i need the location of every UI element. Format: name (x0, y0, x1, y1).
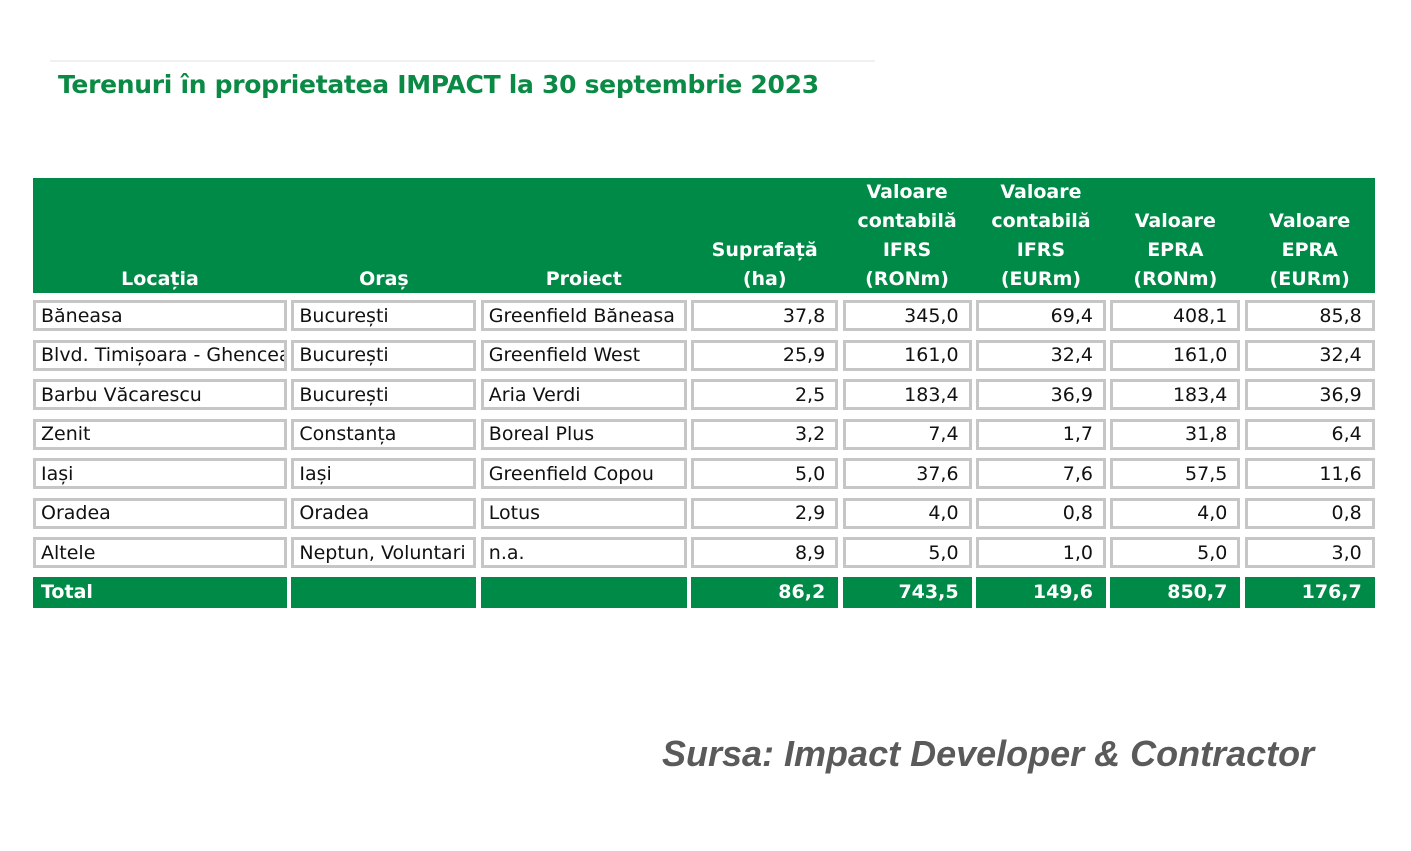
total-cell: Total (33, 576, 287, 608)
table-cell: Greenfield West (480, 339, 687, 371)
table-cell: 2,9 (691, 497, 839, 529)
table-cell: 37,6 (842, 458, 972, 489)
table-cell: Băneasa (33, 300, 287, 331)
table-cell: Boreal Plus (480, 418, 687, 450)
table-cell: 161,0 (1110, 339, 1241, 371)
page-title: Terenuri în proprietatea IMPACT la 30 se… (58, 70, 819, 99)
table-cell: 25,9 (691, 339, 839, 371)
table-cell: Iași (33, 458, 287, 489)
table-cell: 183,4 (1110, 379, 1241, 410)
table-cell: n.a. (480, 537, 687, 568)
table-cell: Zenit (33, 418, 287, 450)
total-cell: 850,7 (1110, 576, 1241, 608)
column-header: Suprafață (ha) (711, 239, 818, 290)
column-header: Valoare contabilă IFRS (RONm) (857, 181, 957, 290)
table-cell: 345,0 (842, 300, 972, 331)
total-cell (291, 576, 477, 608)
table-cell: 36,9 (975, 379, 1106, 410)
table-cell: București (291, 379, 477, 410)
divider (50, 60, 875, 62)
table-cell: 11,6 (1244, 458, 1375, 489)
table-cell: 5,0 (842, 537, 972, 568)
table-cell: 57,5 (1110, 458, 1241, 489)
table-cell: Blvd. Timișoara - Ghencea (33, 339, 287, 371)
table-cell: 37,8 (691, 300, 839, 331)
table-cell: Constanța (291, 418, 477, 450)
table-cell: Oradea (291, 497, 477, 529)
table-body: Băneasa București Greenfield Băneasa 37,8 34… (33, 300, 1375, 608)
table-cell: București (291, 300, 477, 331)
total-cell: 176,7 (1244, 576, 1375, 608)
table-cell: 3,2 (691, 418, 839, 450)
table-cell: 32,4 (1244, 339, 1375, 371)
table-cell: 161,0 (842, 339, 972, 371)
column-header: Valoare EPRA (RONm) (1133, 210, 1218, 290)
table-cell: 183,4 (842, 379, 972, 410)
table-cell: Greenfield Băneasa (480, 300, 687, 331)
table-cell: 7,6 (975, 458, 1106, 489)
column-header: Locația (121, 268, 199, 290)
table-cell: 6,4 (1244, 418, 1375, 450)
table-cell: Neptun, Voluntari (291, 537, 477, 568)
table-cell: 408,1 (1110, 300, 1241, 331)
total-cell: 86,2 (691, 576, 839, 608)
source-caption: Sursa: Impact Developer & Contractor (662, 733, 1315, 774)
total-cell: 149,6 (975, 576, 1106, 608)
table-cell: Barbu Văcarescu (33, 379, 287, 410)
table-cell: 2,5 (691, 379, 839, 410)
total-cell (480, 576, 687, 608)
column-header: Valoare EPRA (EURm) (1269, 210, 1351, 290)
table-cell: 69,4 (975, 300, 1106, 331)
table-cell: 8,9 (691, 537, 839, 568)
table-cell: Greenfield Copou (480, 458, 687, 489)
table-cell: 1,7 (975, 418, 1106, 450)
table-cell: 1,0 (975, 537, 1106, 568)
total-cell: 743,5 (842, 576, 972, 608)
table-cell: București (291, 339, 477, 371)
table-cell: 3,0 (1244, 537, 1375, 568)
table-cell: Oradea (33, 497, 287, 529)
table-cell: 4,0 (842, 497, 972, 529)
table-header: Locația Oraș Proiect Suprafață (ha) Valoare … (33, 178, 1375, 293)
table-cell: Altele (33, 537, 287, 568)
table-cell: Aria Verdi (480, 379, 687, 410)
column-header: Oraș (359, 268, 409, 290)
table-cell: 5,0 (1110, 537, 1241, 568)
table-cell: 36,9 (1244, 379, 1375, 410)
table-cell: 7,4 (842, 418, 972, 450)
table-cell: 32,4 (975, 339, 1106, 371)
table-cell: 85,8 (1244, 300, 1375, 331)
table-cell: 0,8 (975, 497, 1106, 529)
column-header: Valoare contabilă IFRS (EURm) (991, 181, 1091, 290)
table-cell: 31,8 (1110, 418, 1241, 450)
table-cell: 5,0 (691, 458, 839, 489)
table-cell: 0,8 (1244, 497, 1375, 529)
column-header: Proiect (545, 268, 622, 290)
table-cell: 4,0 (1110, 497, 1241, 529)
table-cell: Lotus (480, 497, 687, 529)
table-cell: Iași (291, 458, 477, 489)
